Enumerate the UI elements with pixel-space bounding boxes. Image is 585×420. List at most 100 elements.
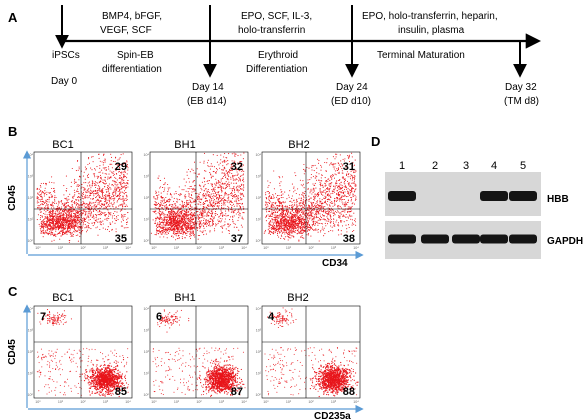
flow-event-dot [281, 229, 283, 231]
flow-event-dot [51, 240, 53, 242]
flow-event-dot [339, 187, 341, 189]
flow-event-dot [303, 193, 305, 195]
flow-event-dot [295, 218, 297, 220]
flow-event-dot [183, 213, 185, 215]
flow-event-dot [328, 231, 330, 233]
flow-event-dot [189, 237, 192, 239]
flow-event-dot [171, 222, 174, 224]
flow-event-dot [50, 204, 53, 206]
flow-event-dot [117, 183, 119, 185]
flow-event-dot [174, 217, 176, 219]
flow-event-dot [208, 224, 210, 226]
flow-event-dot [165, 230, 167, 232]
flow-event-dot [167, 187, 169, 189]
flow-event-dot [240, 175, 242, 177]
flow-event-dot [199, 226, 201, 228]
flow-event-dot [229, 224, 231, 226]
quad-lower-right: 37 [231, 233, 243, 245]
flow-event-dot [166, 237, 168, 239]
flow-event-dot [65, 190, 67, 192]
flow-event-dot [212, 154, 214, 156]
flow-event-dot [229, 203, 231, 206]
flow-event-dot [220, 200, 222, 202]
flow-event-dot [50, 215, 52, 217]
flow-event-dot [40, 203, 42, 206]
flow-event-dot [67, 214, 69, 216]
flow-event-dot [180, 213, 182, 215]
flow-event-dot [179, 229, 181, 231]
flow-event-dot [242, 189, 245, 191]
flow-event-dot [308, 195, 310, 197]
flow-event-dot [280, 227, 282, 230]
flow-event-dot [104, 159, 106, 161]
flow-event-dot [54, 202, 56, 205]
flow-event-dot [301, 205, 303, 207]
flow-event-dot [234, 209, 236, 211]
flow-event-dot [102, 167, 104, 169]
flow-event-dot [221, 207, 223, 209]
flow-event-dot [173, 231, 175, 234]
flow-event-dot [127, 186, 129, 188]
flow-event-dot [65, 221, 67, 223]
flow-event-dot [234, 194, 236, 196]
flow-event-dot [332, 212, 334, 214]
flow-event-dot [339, 190, 341, 193]
flow-event-dot [176, 238, 178, 240]
flow-event-dot [223, 183, 225, 185]
flow-event-dot [241, 203, 243, 205]
flow-event-dot [177, 199, 179, 201]
flow-event-dot [75, 234, 77, 237]
flow-event-dot [90, 203, 92, 205]
flow-event-dot [76, 212, 79, 214]
flow-event-dot [209, 205, 211, 207]
flow-event-dot [182, 228, 184, 230]
flow-event-dot [202, 194, 204, 196]
flow-event-dot [191, 197, 193, 199]
flow-event-dot [104, 218, 106, 220]
flow-event-dot [196, 211, 198, 213]
flow-event-dot [165, 201, 167, 204]
flow-event-dot [127, 179, 129, 182]
flow-event-dot [46, 194, 48, 196]
flow-event-dot [186, 228, 188, 230]
flow-event-dot [213, 216, 215, 218]
flow-event-dot [49, 192, 51, 194]
flow-event-dot [215, 223, 217, 225]
flow-event-dot [46, 215, 49, 218]
flow-event-dot [187, 199, 189, 202]
flow-event-dot [183, 203, 185, 205]
flow-event-dot [179, 193, 181, 195]
flow-event-dot [317, 162, 320, 164]
flow-event-dot [192, 227, 194, 229]
flow-event-dot [83, 209, 85, 211]
flow-event-dot [328, 204, 330, 206]
flow-event-dot [59, 231, 61, 233]
flow-event-dot [104, 201, 106, 203]
flow-event-dot [77, 234, 79, 236]
flow-event-dot [183, 224, 185, 226]
flow-event-dot [341, 225, 344, 227]
flow-event-dot [267, 229, 269, 231]
flow-event-dot [154, 221, 156, 223]
flow-event-dot [126, 177, 128, 179]
flow-event-dot [177, 217, 179, 220]
flow-event-dot [52, 211, 54, 213]
flow-event-dot [176, 198, 178, 200]
flow-event-dot [238, 205, 241, 207]
flow-event-dot [99, 228, 101, 231]
flow-event-dot [243, 187, 245, 189]
flow-event-dot [123, 179, 125, 181]
flow-event-dot [93, 183, 96, 185]
flow-event-dot [55, 228, 57, 230]
flow-event-dot [193, 226, 195, 228]
flow-event-dot [190, 202, 192, 204]
flow-event-dot [55, 226, 57, 228]
axis-tick-label: 10⁴ [27, 153, 33, 157]
flow-event-dot [93, 209, 95, 211]
flow-event-dot [230, 178, 232, 180]
flow-event-dot [189, 234, 191, 236]
flow-event-dot [115, 207, 117, 209]
flow-event-dot [242, 173, 245, 175]
flow-event-dot [318, 173, 320, 175]
